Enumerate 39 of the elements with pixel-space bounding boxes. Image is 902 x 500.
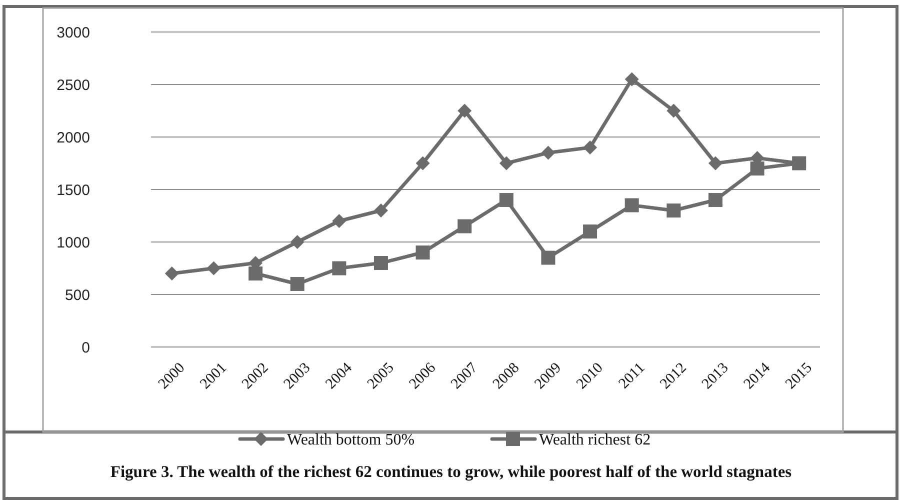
- y-tick-label: 2000: [56, 129, 90, 146]
- point: [792, 156, 806, 170]
- point: [624, 198, 639, 212]
- point: [499, 156, 514, 170]
- point: [458, 219, 472, 234]
- point: [666, 204, 681, 218]
- point: [708, 156, 722, 170]
- legend-label: Wealth richest 62: [539, 432, 651, 449]
- point: [374, 204, 388, 218]
- point: [416, 246, 430, 260]
- x-tick-label: 2011: [616, 360, 648, 392]
- point: [666, 104, 681, 118]
- point: [708, 193, 722, 207]
- y-tick-label: 0: [82, 339, 90, 356]
- y-tick-label: 1500: [56, 182, 90, 199]
- point: [164, 266, 179, 280]
- point: [583, 140, 598, 154]
- point: [583, 224, 598, 238]
- y-tick-label: 1000: [56, 234, 90, 252]
- point: [374, 256, 388, 270]
- point: [750, 162, 764, 176]
- point: [248, 266, 263, 280]
- point: [206, 261, 221, 276]
- point: [541, 146, 556, 160]
- y-tick-label: 500: [64, 286, 90, 304]
- point: [499, 193, 514, 207]
- point: [332, 214, 346, 228]
- point: [416, 156, 430, 170]
- point: [290, 235, 304, 249]
- y-tick-label: 2500: [56, 76, 90, 94]
- point: [290, 277, 304, 291]
- point: [624, 72, 639, 86]
- legend-label: Wealth bottom 50%: [287, 432, 415, 449]
- text: Figure 3. The wealth of the richest 62 continues to grow, while poorest half of the world stagnates: [110, 462, 792, 481]
- x-tick-label: 2001: [197, 360, 230, 392]
- point: [541, 250, 556, 265]
- point: [332, 261, 346, 276]
- y-tick-label: 3000: [56, 24, 90, 42]
- point: [458, 104, 472, 118]
